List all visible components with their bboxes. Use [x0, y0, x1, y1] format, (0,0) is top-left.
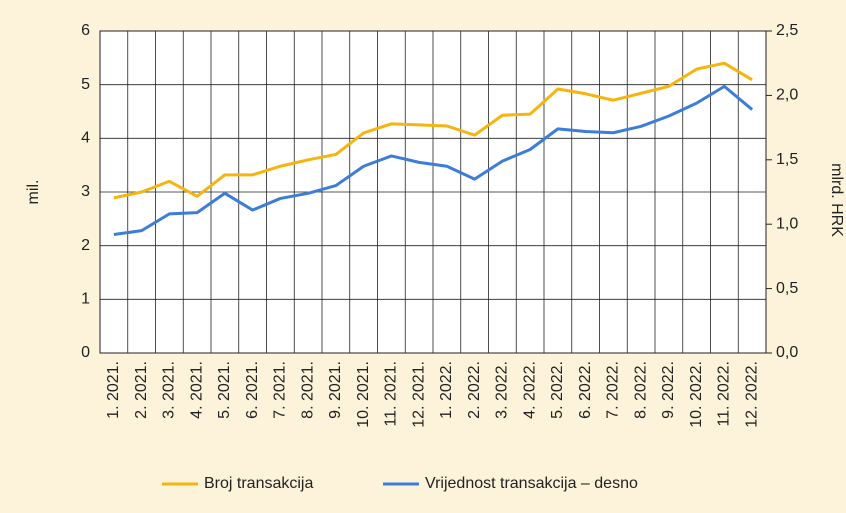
x-tick-label: 4. 2022. — [521, 361, 538, 419]
x-tick-label: 11. 2021. — [383, 361, 400, 427]
y2-tick-label: 2,5 — [776, 22, 798, 39]
x-tick-label: 3. 2022. — [494, 361, 511, 419]
x-tick-label: 6. 2021. — [244, 361, 261, 419]
legend-label: Vrijednost transakcija – desno — [425, 475, 638, 492]
x-tick-label: 3. 2021. — [161, 361, 178, 419]
x-tick-label: 1. 2021. — [105, 361, 122, 419]
y-axis-label: mil. — [25, 180, 42, 205]
y-tick-label: 1 — [81, 291, 90, 308]
x-tick-label: 10. 2022. — [688, 361, 705, 428]
y2-tick-label: 0,5 — [776, 280, 798, 297]
x-tick-label: 5. 2021. — [216, 361, 233, 419]
y-tick-label: 4 — [81, 130, 90, 147]
y2-axis-label: mlrd. HRK — [828, 163, 845, 237]
x-tick-label: 5. 2022. — [549, 361, 566, 419]
x-tick-label: 7. 2021. — [272, 361, 289, 419]
x-tick-label: 7. 2022. — [605, 361, 622, 419]
x-tick-label: 6. 2022. — [577, 361, 594, 419]
y-tick-label: 0 — [81, 344, 90, 361]
y2-tick-label: 2,0 — [776, 87, 798, 104]
legend-label: Broj transakcija — [204, 475, 313, 492]
y2-tick-label: 1,0 — [776, 215, 798, 232]
series-line — [113, 84, 754, 236]
y-tick-label: 5 — [81, 76, 90, 93]
plot-frame — [99, 30, 767, 354]
y2-tick-label: 1,5 — [776, 151, 798, 168]
y-tick-label: 6 — [81, 22, 90, 39]
x-tick-label: 8. 2022. — [632, 361, 649, 419]
series-line — [113, 61, 753, 200]
x-tick-label: 10. 2021. — [355, 361, 372, 428]
x-tick-label: 9. 2021. — [327, 361, 344, 419]
x-tick-label: 11. 2022. — [716, 361, 733, 427]
x-tick-label: 4. 2021. — [188, 361, 205, 419]
x-tick-label: 2. 2022. — [466, 361, 483, 419]
y2-tick-label: 0,0 — [776, 344, 798, 361]
y-tick-label: 3 — [81, 183, 90, 200]
x-tick-label: 12. 2022. — [743, 361, 760, 428]
x-tick-label: 8. 2021. — [299, 361, 316, 419]
x-tick-label: 2. 2021. — [133, 361, 150, 419]
x-tick-label: 12. 2021. — [410, 361, 427, 428]
x-tick-label: 9. 2022. — [660, 361, 677, 419]
y-tick-label: 2 — [81, 237, 90, 254]
x-tick-label: 1. 2022. — [438, 361, 455, 419]
